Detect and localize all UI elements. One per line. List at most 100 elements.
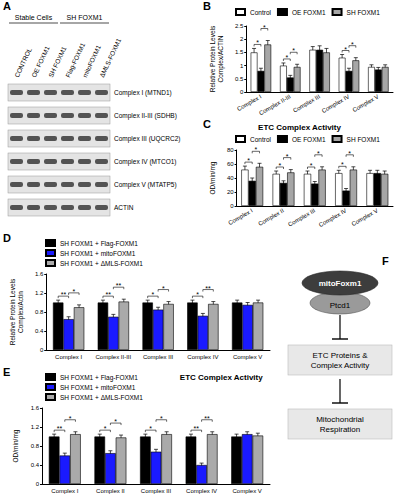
svg-text:Complex V: Complex V <box>351 93 379 113</box>
svg-text:*: * <box>292 47 295 54</box>
svg-text:1.6: 1.6 <box>35 271 44 277</box>
svg-text:ETC Proteins &: ETC Proteins & <box>312 351 368 360</box>
svg-text:SH FOXM1 + ΔMLS-FOXM1: SH FOXM1 + ΔMLS-FOXM1 <box>60 394 143 401</box>
svg-text:Relative Protein Levels: Relative Protein Levels <box>9 278 16 345</box>
svg-text:Complex II-III: Complex II-III <box>96 354 132 360</box>
svg-text:Respiration: Respiration <box>320 425 360 434</box>
svg-text:SH FOXM1 + mitoFOXM1: SH FOXM1 + mitoFOXM1 <box>60 384 136 391</box>
svg-text:**: ** <box>205 285 211 292</box>
svg-text:Complex V: Complex V <box>233 354 262 360</box>
svg-text:Complex IV: Complex IV <box>186 488 217 494</box>
svg-text:Complex III (UQCRC2): Complex III (UQCRC2) <box>114 135 180 143</box>
svg-text:0: 0 <box>36 481 40 487</box>
svg-text:1.2: 1.2 <box>31 424 40 430</box>
svg-text:0.4: 0.4 <box>35 328 44 334</box>
svg-text:Complex II-III: Complex II-III <box>258 93 292 116</box>
svg-text:20: 20 <box>227 189 234 195</box>
svg-text:1.6: 1.6 <box>31 405 40 411</box>
svg-text:2.5: 2.5 <box>235 23 244 29</box>
svg-text:SH FOXM1 + Flag-FOXM1: SH FOXM1 + Flag-FOXM1 <box>60 374 138 382</box>
svg-text:**: ** <box>204 415 210 422</box>
svg-text:*: * <box>152 291 155 298</box>
svg-text:SH FOXM1: SH FOXM1 <box>347 136 381 143</box>
svg-text:Complex III: Complex III <box>143 354 174 360</box>
svg-text:*: * <box>278 162 281 169</box>
svg-text:Complex/Actin: Complex/Actin <box>17 291 25 333</box>
svg-text:Relative Protein Levels: Relative Protein Levels <box>209 25 216 92</box>
svg-text:OE FOXM1: OE FOXM1 <box>292 136 326 143</box>
svg-text:Complex III: Complex III <box>287 207 317 227</box>
svg-text:0.8: 0.8 <box>31 443 40 449</box>
svg-text:Complex II: Complex II <box>96 488 125 494</box>
svg-text:SH FOXM1 + ΔMLS-FOXM1: SH FOXM1 + ΔMLS-FOXM1 <box>60 260 143 267</box>
svg-text:Complex I: Complex I <box>51 488 78 494</box>
svg-text:0.5: 0.5 <box>235 76 244 82</box>
svg-text:*: * <box>263 24 266 31</box>
svg-text:40: 40 <box>227 175 234 181</box>
svg-text:OD/min/mg: OD/min/mg <box>209 161 217 194</box>
svg-text:*: * <box>285 54 288 61</box>
svg-text:Complex I: Complex I <box>236 93 263 112</box>
svg-text:SH FOXM1: SH FOXM1 <box>67 14 103 21</box>
svg-text:Complex III: Complex III <box>141 488 172 494</box>
svg-text:Complex IV (MTCO1): Complex IV (MTCO1) <box>114 158 176 166</box>
svg-text:*: * <box>310 162 313 169</box>
svg-text:SH FOXM1 + mitoFOXM1: SH FOXM1 + mitoFOXM1 <box>60 250 136 257</box>
svg-text:mitoFoxm1: mitoFoxm1 <box>319 279 362 288</box>
svg-text:Complex V: Complex V <box>350 207 378 227</box>
svg-text:Ptcd1: Ptcd1 <box>330 301 351 310</box>
svg-text:Mitochondrial: Mitochondrial <box>316 415 364 424</box>
svg-text:1.2: 1.2 <box>35 290 44 296</box>
svg-text:OE FOXM1: OE FOXM1 <box>292 9 326 16</box>
svg-text:80: 80 <box>227 147 234 153</box>
svg-text:SH FOXM1: SH FOXM1 <box>347 9 381 16</box>
svg-text:ETC Complex Activity: ETC Complex Activity <box>258 123 341 132</box>
svg-text:*: * <box>254 146 257 153</box>
svg-text:Complex IV: Complex IV <box>318 207 348 228</box>
svg-text:1: 1 <box>240 63 244 69</box>
svg-text:*: * <box>72 288 75 295</box>
svg-text:Complex II: Complex II <box>257 207 285 227</box>
svg-text:0.4: 0.4 <box>31 462 40 468</box>
svg-text:**: ** <box>194 425 200 432</box>
svg-text:Complex I: Complex I <box>227 207 254 226</box>
svg-text:Complex IV: Complex IV <box>321 93 351 114</box>
svg-text:Complex/ACTIN: Complex/ACTIN <box>217 35 225 82</box>
svg-text:Stable Cells: Stable Cells <box>15 14 53 21</box>
svg-text:ETC Complex Activity: ETC Complex Activity <box>180 373 263 382</box>
svg-text:*: * <box>162 285 165 292</box>
svg-text:*: * <box>348 150 351 157</box>
svg-text:Complex V (MTATP5): Complex V (MTATP5) <box>114 181 177 189</box>
svg-text:*: * <box>104 425 107 432</box>
svg-text:Complex I (MTND1): Complex I (MTND1) <box>114 89 172 97</box>
svg-text:Control: Control <box>250 9 272 16</box>
svg-text:*: * <box>341 161 344 168</box>
svg-text:*: * <box>317 150 320 157</box>
svg-text:Complex V: Complex V <box>233 488 262 494</box>
svg-text:60: 60 <box>227 161 234 167</box>
svg-text:*: * <box>149 425 152 432</box>
svg-text:OD/min/mg: OD/min/mg <box>12 429 20 462</box>
svg-text:*: * <box>351 41 354 48</box>
svg-text:SH FOXM1 + Flag-FOXM1: SH FOXM1 + Flag-FOXM1 <box>60 240 138 248</box>
svg-text:Complex Activity: Complex Activity <box>311 361 370 370</box>
svg-text:**: ** <box>116 282 122 289</box>
svg-text:*: * <box>114 418 117 425</box>
svg-text:**: ** <box>57 425 63 432</box>
svg-text:*: * <box>69 415 72 422</box>
svg-text:*: * <box>196 291 199 298</box>
svg-text:*: * <box>344 46 347 53</box>
svg-text:ΔMLS-FOXM1: ΔMLS-FOXM1 <box>98 37 122 79</box>
svg-text:ACTIN: ACTIN <box>114 204 134 211</box>
svg-text:2: 2 <box>240 36 244 42</box>
svg-text:*: * <box>256 39 259 46</box>
svg-text:1.5: 1.5 <box>235 49 244 55</box>
svg-text:**: ** <box>105 291 111 298</box>
svg-text:Complex III: Complex III <box>292 93 322 113</box>
svg-text:0: 0 <box>240 89 244 95</box>
svg-text:**: ** <box>61 291 67 298</box>
svg-text:Complex I: Complex I <box>55 354 82 360</box>
svg-text:Control: Control <box>250 136 272 143</box>
svg-text:*: * <box>160 415 163 422</box>
svg-text:Complex II-III (SDHB): Complex II-III (SDHB) <box>114 112 177 120</box>
